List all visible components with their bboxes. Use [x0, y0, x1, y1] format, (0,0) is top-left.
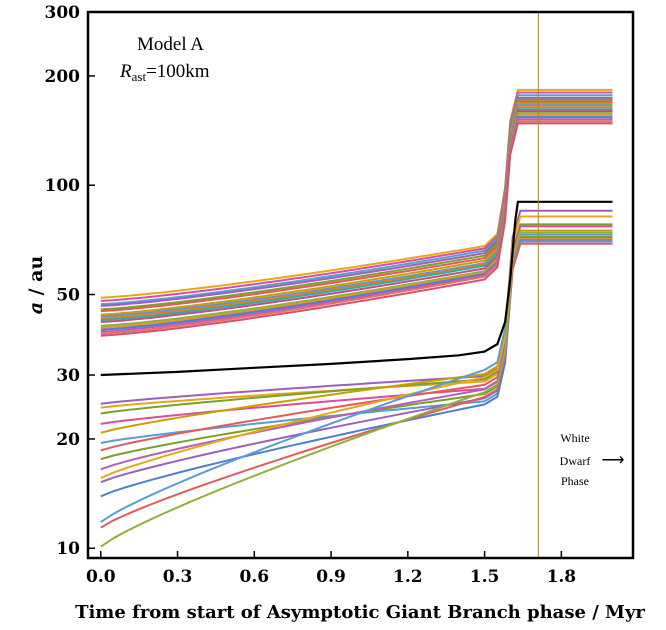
upper-series-line — [100, 106, 613, 320]
x-tick-label: 0.9 — [316, 567, 346, 587]
lower-series-line — [100, 229, 613, 434]
x-tick-label: 1.2 — [393, 567, 423, 587]
y-tick-label: 10 — [56, 539, 80, 559]
upper-series-line — [100, 98, 613, 311]
y-tick-label: 200 — [45, 67, 81, 87]
x-tick-label: 1.8 — [547, 567, 577, 587]
upper-series-line — [100, 102, 613, 316]
y-tick-label: 300 — [45, 3, 81, 23]
x-tick-label: 0.0 — [86, 567, 116, 587]
x-tick-label: 0.6 — [240, 567, 270, 587]
x-tick-label: 0.3 — [163, 567, 193, 587]
y-axis-label-unit: / au — [25, 256, 47, 302]
upper-series-line — [100, 114, 613, 329]
y-axis-label: a / au — [25, 256, 47, 315]
model-label: Model A — [137, 34, 204, 55]
upper-series-line — [100, 100, 613, 313]
x-tick-label: 1.5 — [470, 567, 500, 587]
phase-text-white: White — [560, 431, 589, 445]
y-axis: 10 20 30 50 100 200 300 — [45, 3, 95, 559]
lower-series-line — [100, 233, 613, 444]
upper-series-line — [100, 120, 613, 335]
upper-series-line — [100, 94, 613, 306]
reference-series-line — [100, 200, 613, 377]
y-tick-label: 20 — [56, 430, 80, 450]
upper-series-line — [100, 91, 613, 302]
lower-series-line — [100, 209, 613, 405]
upper-series-line — [100, 108, 613, 322]
upper-series-line — [100, 112, 613, 327]
lower-series-line — [100, 236, 613, 452]
radius-value: =100km — [146, 61, 210, 82]
y-axis-label-symbol: a — [25, 302, 47, 314]
lower-series-line — [100, 240, 613, 523]
lower-series-line — [100, 237, 613, 471]
phase-arrow-icon: ⟶ — [602, 452, 625, 469]
y-tick-label: 30 — [56, 366, 80, 386]
y-tick-label: 50 — [56, 285, 80, 305]
upper-series-line — [100, 104, 613, 318]
x-axis: 0.0 0.3 0.6 0.9 1.2 1.5 1.8 — [86, 551, 576, 587]
lower-series-line — [100, 225, 613, 425]
y-tick-label: 100 — [45, 176, 81, 196]
radius-symbol: R — [119, 61, 132, 82]
phase-text-dwarf: Dwarf — [560, 454, 591, 468]
upper-series-line — [100, 122, 613, 337]
upper-series-line — [100, 116, 613, 331]
radius-annotation: Rast=100km — [119, 61, 210, 84]
phase-text-phase: Phase — [561, 474, 589, 488]
lower-series-line — [100, 240, 613, 498]
upper-series-line — [100, 118, 613, 333]
lower-series-line — [100, 242, 613, 529]
upper-series-line — [100, 88, 613, 299]
x-axis-label: Time from start of Asymptotic Giant Bran… — [75, 602, 645, 623]
upper-series-line — [100, 96, 613, 307]
series-layer — [100, 88, 613, 548]
radius-subscript: ast — [132, 69, 147, 84]
plot-frame — [86, 10, 635, 560]
upper-series-line — [100, 110, 613, 323]
lower-series-line — [100, 238, 613, 480]
lower-series-line — [100, 231, 613, 548]
